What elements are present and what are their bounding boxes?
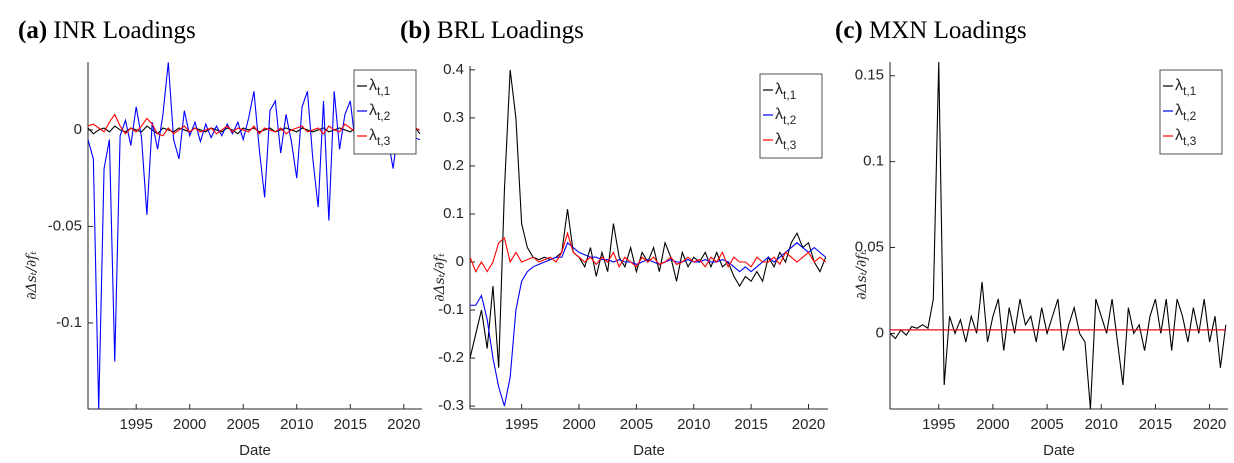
y-tick-label: 0.15	[855, 67, 884, 84]
y-tick-label: 0.4	[443, 61, 464, 78]
y-tick-label: -0.05	[48, 217, 82, 234]
legend-label: λt,2	[369, 102, 391, 123]
x-tick-label: 2020	[792, 416, 825, 433]
x-tick-label: 2010	[280, 416, 313, 433]
x-tick-label: 2000	[173, 416, 206, 433]
x-tick-label: 1995	[505, 416, 538, 433]
x-tick-label: 2005	[620, 416, 653, 433]
x-tick-label: 2020	[387, 416, 420, 433]
x-tick-label: 2020	[1193, 416, 1226, 433]
legend-label: λt,1	[775, 81, 797, 102]
title-text: MXN Loadings	[869, 17, 1027, 44]
legend: λt,1 λt,2 λt,3	[1159, 69, 1223, 155]
x-tick-label: 1995	[119, 416, 152, 433]
y-tick-label: 0	[456, 253, 464, 270]
y-tick-label: 0.2	[443, 157, 464, 174]
y-tick-label: 0	[876, 324, 884, 341]
x-tick-label: 2010	[677, 416, 710, 433]
title-text: BRL Loadings	[437, 17, 584, 44]
y-tick-label: 0.1	[863, 153, 884, 170]
x-tick-label: 2005	[1030, 416, 1063, 433]
panel: (b) BRL Loadings -0.3 -0.2 -0.1 0 0.1 0.2 0.3 0.…	[400, 17, 828, 459]
y-tick-label: 0.1	[443, 205, 464, 222]
x-axis-label: Date	[239, 442, 271, 459]
panel-label: (a)	[18, 17, 47, 44]
panel-label: (c)	[835, 17, 863, 44]
x-tick-label: 2010	[1085, 416, 1118, 433]
legend-box	[759, 73, 823, 159]
legend-label: λt,1	[369, 77, 391, 98]
y-tick-label: -0.1	[438, 301, 464, 318]
panel-title: (b) BRL Loadings	[400, 17, 584, 44]
series-line	[890, 62, 1227, 409]
y-tick-label: 0.3	[443, 109, 464, 126]
y-axis-label: ∂Δsₜ/∂fₜ	[432, 253, 448, 302]
x-axis-label: Date	[1043, 442, 1075, 459]
x-axis-label: Date	[633, 442, 665, 459]
x-tick-label: 2015	[1139, 416, 1172, 433]
legend-label: λt,3	[1175, 127, 1197, 148]
series-line	[470, 231, 827, 273]
legend-box	[1159, 69, 1223, 155]
panel-title: (c) MXN Loadings	[835, 17, 1027, 44]
y-tick-label: 0.05	[855, 238, 884, 255]
y-tick-label: -0.2	[438, 349, 464, 366]
x-tick-label: 1995	[922, 416, 955, 433]
legend-label: λt,3	[369, 127, 391, 148]
panel-label: (b)	[400, 17, 431, 44]
panel: (c) MXN Loadings 0 0.05 0.1 0.15 1995 2000 2005…	[835, 17, 1228, 459]
panel: (a) INR Loadings -0.1 -0.05 0 1995 2000 2005 20…	[18, 17, 422, 459]
panel-title: (a) INR Loadings	[18, 17, 196, 44]
y-tick-label: -0.3	[438, 397, 464, 414]
legend: λt,1 λt,2 λt,3	[759, 73, 823, 159]
legend-label: λt,2	[775, 106, 797, 127]
y-tick-label: 0	[74, 121, 82, 138]
title-text: INR Loadings	[53, 17, 195, 44]
legend-label: λt,3	[775, 131, 797, 152]
x-tick-label: 2000	[976, 416, 1009, 433]
y-axis-label: ∂Δsₜ/∂fₜ	[854, 251, 870, 300]
legend-label: λt,2	[1175, 102, 1197, 123]
legend-box	[353, 69, 417, 155]
y-axis-label: ∂Δsₜ/∂fₜ	[24, 251, 40, 300]
y-tick-label: -0.1	[56, 314, 82, 331]
x-tick-label: 2005	[227, 416, 260, 433]
x-tick-label: 2015	[734, 416, 767, 433]
legend-label: λt,1	[1175, 77, 1197, 98]
legend: λt,1 λt,2 λt,3	[353, 69, 417, 155]
series-line	[470, 241, 827, 407]
x-tick-label: 2000	[562, 416, 595, 433]
x-tick-label: 2015	[334, 416, 367, 433]
